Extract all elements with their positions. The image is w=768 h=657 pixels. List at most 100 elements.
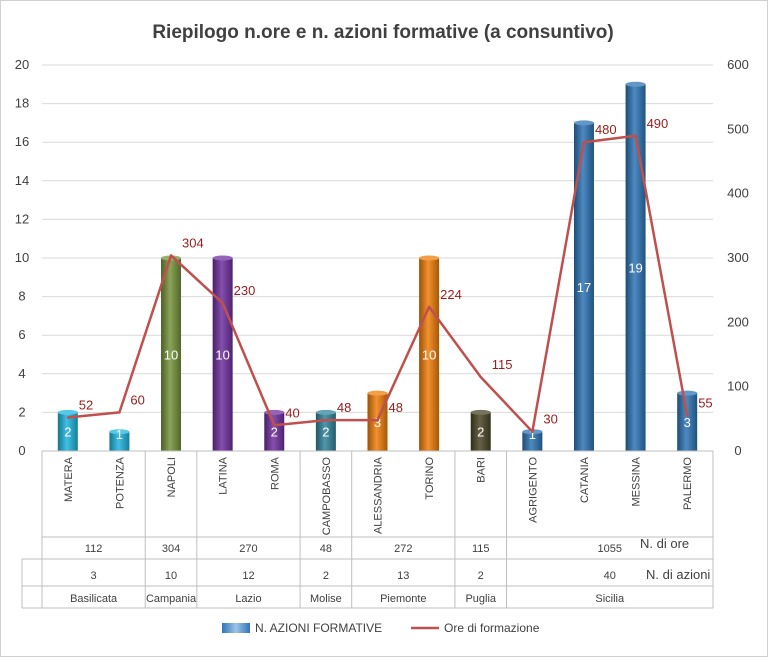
bar-top: [677, 390, 698, 396]
gridlines: [42, 64, 713, 413]
right-tick-label: 200: [727, 314, 749, 329]
bar-value-label: 3: [684, 415, 691, 430]
region-ore-value: 304: [162, 543, 180, 555]
right-tick-label: 100: [727, 379, 749, 394]
region-name: Puglia: [465, 593, 496, 605]
line-point: [634, 134, 637, 137]
bar-bari: [470, 412, 491, 451]
line-value-label: 48: [337, 400, 351, 415]
bar-napoli: [161, 258, 182, 451]
bar-value-label: 10: [422, 348, 436, 363]
bar-value-label: 2: [64, 425, 71, 440]
legend-bar-swatch: [222, 623, 250, 633]
line-value-label: 52: [79, 398, 93, 413]
line-point: [685, 414, 689, 417]
region-name: Molise: [310, 593, 342, 605]
bar-value-label: 10: [164, 348, 178, 363]
region-name: Campania: [146, 593, 197, 605]
left-tick-label: 14: [15, 173, 29, 188]
category-label: CATANIA: [579, 456, 591, 503]
region-azioni-value: 13: [397, 570, 409, 582]
category-label: CAMPOBASSO: [321, 457, 333, 536]
line-point: [427, 305, 431, 309]
line-value-label: 40: [285, 405, 299, 420]
line-value-label: 115: [492, 357, 513, 372]
region-azioni-value: 40: [604, 570, 616, 582]
region-ore-value: 270: [239, 543, 257, 555]
region-ore-value: 1055: [598, 543, 622, 555]
bar-value-label: 2: [322, 425, 329, 440]
category-label: MATERA: [63, 456, 75, 502]
bar-value-label: 3: [374, 415, 381, 430]
bar-catania: [573, 122, 594, 452]
line-value-label: 230: [234, 283, 256, 298]
line-point: [582, 141, 586, 144]
right-tick-label: 300: [727, 250, 749, 265]
bar-value-label: 1: [529, 427, 536, 442]
line-point: [531, 430, 534, 433]
right-tick-label: 500: [727, 121, 749, 136]
bar-palermo: [677, 393, 698, 451]
category-label: BARI: [476, 457, 488, 483]
left-tick-label: 12: [15, 211, 29, 226]
bar-value-label: 1: [116, 427, 123, 442]
region-name: Basilicata: [70, 593, 118, 605]
line-point: [118, 411, 121, 414]
bar-top: [57, 409, 78, 415]
region-azioni-value: 2: [478, 570, 484, 582]
bar-top: [109, 429, 130, 435]
line-value-label: 490: [647, 116, 669, 131]
line-value-label: 224: [440, 287, 462, 302]
line-series: 52 60 304 230 40 48 48 224 115 30 480 490 55: [66, 116, 713, 433]
left-tick-label: 8: [18, 289, 25, 304]
chart-title: Riepilogo n.ore e n. azioni formative (a…: [152, 22, 613, 43]
line-value-label: 60: [130, 392, 144, 407]
right-tick-label: 0: [734, 443, 741, 458]
line-value-label: 480: [595, 122, 617, 137]
left-tick-label: 18: [15, 96, 29, 111]
line-point: [66, 416, 70, 419]
right-tick-label: 600: [727, 57, 749, 72]
bar-potenza: [109, 431, 130, 451]
category-label: PALERMO: [682, 457, 694, 510]
bar-value-label: 19: [628, 261, 642, 276]
bar-value-label: 2: [271, 425, 278, 440]
left-tick-label: 6: [18, 327, 25, 342]
category-label: AGRIGENTO: [527, 457, 539, 523]
bar-top: [470, 409, 491, 415]
row-label-azioni: N. di azioni: [646, 567, 710, 582]
bar-top: [212, 255, 233, 261]
bar-value-label: 2: [477, 425, 484, 440]
bar-torino: [419, 258, 440, 451]
region-ore-value: 48: [320, 543, 332, 555]
line-point: [479, 375, 482, 379]
region-azioni-value: 2: [323, 570, 329, 582]
left-tick-label: 2: [18, 404, 25, 419]
bar-series: 2 1 10 10 2 2 3 10 2 1 17 19 3: [57, 81, 698, 452]
legend: N. AZIONI FORMATIVE Ore di formazione: [222, 621, 540, 635]
row-label-ore: N. di ore: [640, 536, 689, 551]
right-y-axis: 0 100 200 300 400 500 600: [727, 57, 749, 458]
left-tick-label: 0: [18, 443, 25, 458]
region-name: Lazio: [235, 593, 261, 605]
bar-top: [367, 390, 388, 396]
bar-matera: [57, 412, 78, 451]
line-value-label: 304: [182, 235, 204, 250]
region-ore-value: 115: [472, 543, 490, 555]
region-name: Piemonte: [380, 593, 426, 605]
category-label: LATINA: [218, 456, 230, 494]
bar-roma: [264, 412, 285, 451]
left-tick-label: 10: [15, 250, 29, 265]
category-label: TORINO: [424, 457, 436, 500]
left-tick-label: 20: [15, 57, 29, 72]
region-name: Sicilia: [595, 593, 625, 605]
line-point: [324, 418, 328, 422]
right-tick-label: 400: [727, 186, 749, 201]
region-azioni-value: 3: [91, 570, 97, 582]
region-ore-value: 112: [85, 543, 103, 555]
region-azioni-value: 10: [165, 570, 177, 582]
bar-agrigento: [522, 431, 543, 451]
left-tick-label: 4: [18, 366, 25, 381]
bar-campobasso: [315, 412, 336, 451]
